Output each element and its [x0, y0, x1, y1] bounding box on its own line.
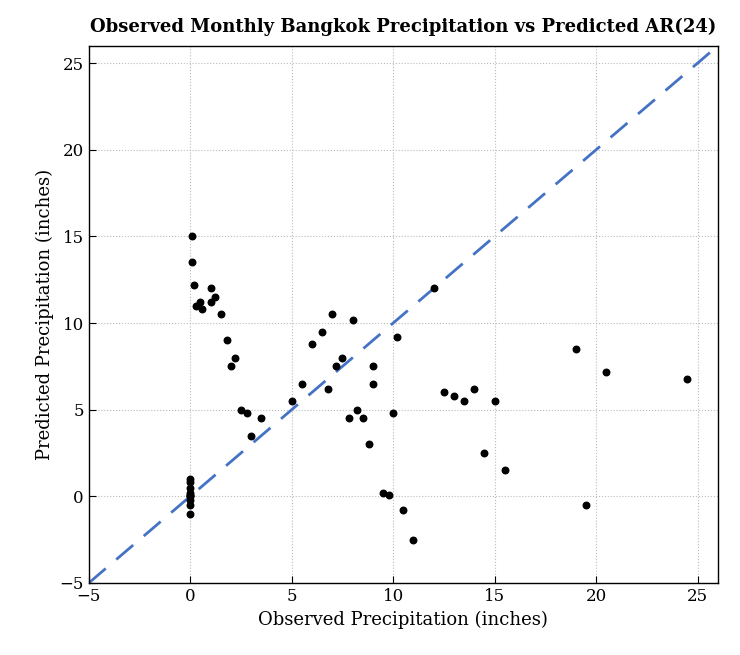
Point — [225, 361, 237, 371]
Point — [241, 408, 253, 419]
Point — [323, 384, 334, 394]
Point — [184, 489, 196, 500]
Point — [184, 483, 196, 493]
Point — [215, 309, 226, 320]
Point — [255, 413, 267, 424]
Title: Observed Monthly Bangkok Precipitation vs Predicted AR(24): Observed Monthly Bangkok Precipitation v… — [90, 18, 716, 36]
Point — [245, 430, 257, 441]
Point — [408, 534, 420, 545]
Point — [197, 304, 209, 314]
Point — [184, 477, 196, 488]
Point — [488, 396, 500, 406]
Point — [383, 489, 395, 500]
Point — [479, 448, 491, 458]
Point — [397, 505, 409, 515]
Point — [186, 231, 198, 242]
Point — [351, 404, 363, 415]
Point — [184, 491, 196, 502]
Point — [184, 491, 196, 502]
Y-axis label: Predicted Precipitation (inches): Predicted Precipitation (inches) — [36, 169, 54, 460]
Point — [189, 280, 201, 290]
Point — [286, 396, 297, 406]
Point — [570, 344, 582, 354]
Point — [186, 257, 198, 268]
Point — [316, 326, 328, 337]
Point — [343, 413, 354, 424]
Point — [387, 408, 399, 419]
Point — [235, 404, 247, 415]
Point — [682, 373, 693, 384]
Point — [346, 314, 358, 325]
Point — [377, 487, 389, 498]
Point — [296, 379, 308, 389]
Point — [337, 352, 349, 363]
X-axis label: Observed Precipitation (inches): Observed Precipitation (inches) — [258, 610, 548, 629]
Point — [600, 366, 612, 377]
Point — [184, 508, 196, 519]
Point — [195, 297, 206, 307]
Point — [184, 500, 196, 510]
Point — [448, 390, 460, 401]
Point — [184, 495, 196, 505]
Point — [229, 352, 240, 363]
Point — [580, 500, 592, 510]
Point — [357, 413, 369, 424]
Point — [438, 387, 450, 398]
Point — [331, 361, 343, 371]
Point — [326, 309, 338, 320]
Point — [367, 379, 379, 389]
Point — [458, 396, 470, 406]
Point — [367, 361, 379, 371]
Point — [209, 292, 221, 303]
Point — [306, 339, 318, 349]
Point — [499, 465, 511, 476]
Point — [184, 487, 196, 498]
Point — [468, 384, 480, 394]
Point — [428, 283, 440, 293]
Point — [190, 301, 202, 311]
Point — [363, 439, 374, 449]
Point — [391, 331, 403, 342]
Point — [221, 335, 232, 346]
Point — [205, 283, 217, 293]
Point — [184, 474, 196, 484]
Point — [205, 297, 217, 307]
